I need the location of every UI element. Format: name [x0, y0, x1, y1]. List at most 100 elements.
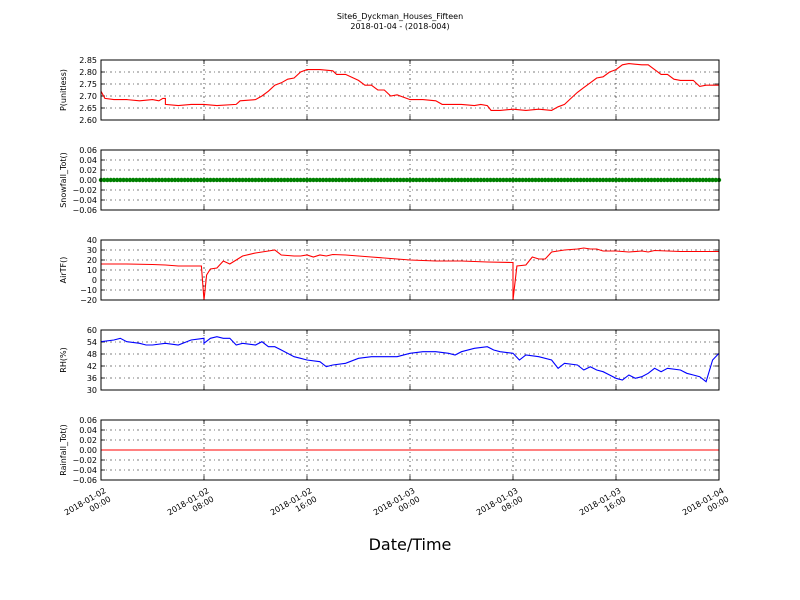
data-point: [365, 177, 371, 183]
data-point: [674, 177, 680, 183]
data-point: [291, 177, 297, 183]
y-tick-label: 36: [87, 374, 97, 383]
data-point: [530, 177, 535, 183]
y-axis-label: Snowfall_Tot(): [59, 152, 68, 208]
data-point: [102, 177, 107, 183]
y-tick-label: −0.02: [72, 456, 97, 465]
y-tick-label: 0.06: [79, 416, 97, 425]
x-tick-label: 2018-01-0400:00: [681, 486, 731, 525]
figure-title: Site6_Dyckman_Houses_Fifteen: [337, 12, 463, 21]
data-point: [713, 177, 718, 183]
x-axis-label: Date/Time: [369, 535, 452, 554]
data-point: [308, 177, 313, 183]
data-point: [269, 177, 274, 183]
y-tick-label: 0: [92, 276, 97, 285]
data-point: [617, 177, 622, 183]
data-point: [707, 177, 712, 183]
data-point: [559, 177, 564, 183]
data-point: [584, 177, 590, 183]
y-tick-label: 0.00: [79, 446, 97, 455]
data-point: [620, 177, 625, 183]
data-point: [575, 177, 580, 183]
data-point: [539, 177, 545, 183]
series-line: [101, 247, 719, 301]
subplots: 2.60 2.65 2.70 2.75 2.80 2.85 P(unitless) −0.06…: [59, 56, 731, 525]
data-point: [304, 177, 310, 183]
data-point: [581, 177, 587, 183]
data-point: [362, 177, 368, 183]
data-point: [407, 177, 413, 183]
data-point: [649, 177, 654, 183]
data-point: [427, 177, 432, 183]
x-tick-labels: 2018-01-0200:00 2018-01-0208:00 2018-01-02…: [63, 486, 731, 525]
data-point: [130, 177, 136, 183]
data-point: [246, 177, 252, 183]
data-point: [166, 177, 171, 183]
data-point: [662, 177, 667, 183]
data-point: [604, 177, 609, 183]
data-point: [491, 177, 496, 183]
data-point: [414, 177, 419, 183]
data-point: [439, 177, 445, 183]
data-point: [349, 177, 355, 183]
y-tick-label: 20: [87, 256, 97, 265]
x-tick-label: 2018-01-0216:00: [269, 486, 319, 525]
data-point: [565, 177, 570, 183]
data-point: [700, 177, 706, 183]
data-point: [314, 177, 319, 183]
data-point: [375, 177, 381, 183]
data-point: [526, 177, 532, 183]
data-point: [311, 177, 316, 183]
y-axis-label: P(unitless): [59, 69, 68, 111]
y-axis-label: AirTF(): [59, 257, 68, 284]
data-point: [485, 177, 490, 183]
data-point: [504, 177, 509, 183]
data-point: [652, 177, 657, 183]
data-point: [465, 177, 471, 183]
data-point: [501, 177, 506, 183]
data-point: [224, 177, 229, 183]
data-point: [188, 177, 194, 183]
data-point: [697, 177, 702, 183]
y-tick-label: 30: [87, 246, 97, 255]
data-point: [233, 177, 239, 183]
x-tick-label: 2018-01-0308:00: [475, 486, 525, 525]
y-tick-label: −10: [80, 286, 97, 295]
y-tick-label: 2.65: [79, 104, 97, 113]
data-point: [163, 177, 168, 183]
data-point: [597, 177, 603, 183]
data-point: [382, 177, 387, 183]
y-tick-label: 0.00: [79, 176, 97, 185]
data-point: [282, 177, 287, 183]
y-tick-label: 10: [87, 266, 97, 275]
data-point: [208, 177, 213, 183]
data-point: [536, 177, 541, 183]
data-point: [217, 177, 223, 183]
data-point: [150, 177, 155, 183]
data-point: [320, 177, 326, 183]
data-point: [510, 177, 516, 183]
y-tick-label: 40: [87, 236, 97, 245]
data-point: [214, 177, 220, 183]
subplot-5: −0.06−0.04−0.020.000.020.040.06 Rainfall_…: [59, 416, 720, 485]
data-point: [279, 177, 284, 183]
data-point: [243, 177, 249, 183]
plot-frame: [100, 419, 720, 481]
data-point: [494, 177, 500, 183]
data-point: [642, 177, 648, 183]
data-point: [272, 177, 278, 183]
data-point: [571, 177, 577, 183]
data-point: [523, 177, 529, 183]
data-point: [462, 177, 467, 183]
data-point: [691, 177, 696, 183]
data-point: [710, 177, 715, 183]
data-point: [359, 177, 364, 183]
y-tick-label: 2.75: [79, 80, 97, 89]
data-point: [336, 177, 342, 183]
data-point: [452, 177, 458, 183]
data-point: [655, 177, 661, 183]
data-point: [295, 177, 300, 183]
data-point: [636, 177, 641, 183]
figure-subtitle: 2018-01-04 - (2018-004): [350, 22, 449, 31]
